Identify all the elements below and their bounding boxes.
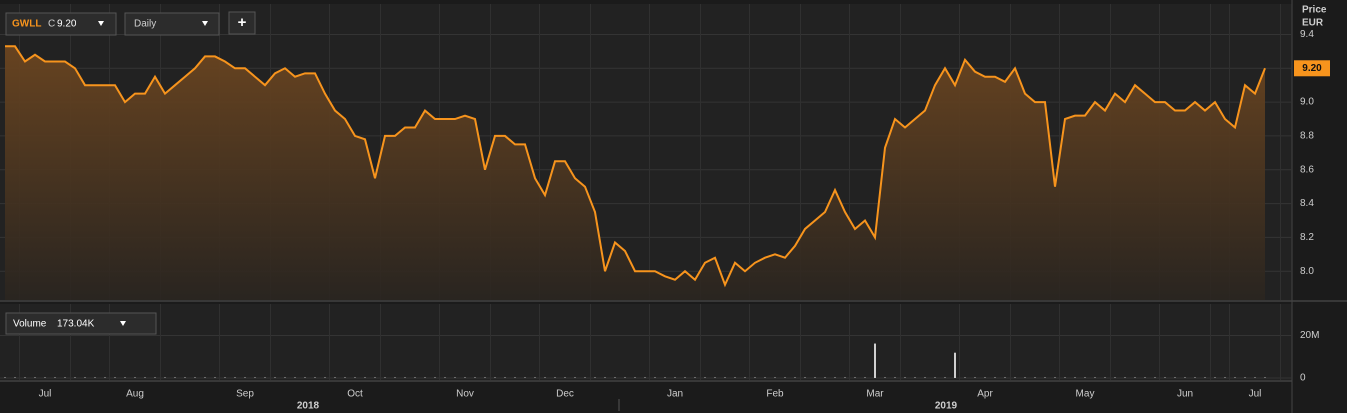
x-tick-label: Oct (347, 389, 363, 400)
x-tick-label: Jun (1177, 389, 1193, 400)
x-tick-label: Nov (456, 389, 474, 400)
y-tick-label: 8.8 (1300, 131, 1314, 142)
x-tick-label: May (1076, 389, 1095, 400)
x-tick-label: Aug (126, 389, 144, 400)
year-label: 2019 (935, 401, 958, 412)
close-prefix: C (48, 19, 55, 30)
volume-title: Volume (13, 319, 47, 330)
y-tick-label: 8.0 (1300, 266, 1314, 277)
x-tick-label: Mar (866, 389, 884, 400)
x-tick-label: Feb (766, 389, 784, 400)
x-tick-label: Jul (1249, 389, 1262, 400)
add-label: + (238, 14, 247, 31)
x-tick-label: Sep (236, 389, 254, 400)
y-tick-label: 20M (1300, 330, 1319, 341)
dropdown-arrow (120, 321, 126, 326)
y-tick-label: 8.2 (1300, 232, 1314, 243)
symbol: GWLL (12, 19, 41, 30)
interval-box[interactable] (124, 12, 220, 36)
last-price-tag (1294, 60, 1330, 77)
y-tick-label: 0 (1300, 373, 1306, 384)
close-value: 9.20 (57, 19, 77, 30)
y-tick-label: 9.0 (1300, 97, 1314, 108)
price-line (5, 45, 1266, 288)
volume-box[interactable] (5, 312, 157, 335)
x-tick-label: Jul (39, 389, 52, 400)
year-label: 2018 (297, 401, 320, 412)
marks (4, 45, 1266, 378)
x-tick-label: Apr (977, 389, 993, 400)
x-tick-label: Dec (556, 389, 574, 400)
x-tick-label: Jan (667, 389, 683, 400)
y-tick-label: 8.6 (1300, 164, 1314, 175)
last-price-label: 9.20 (1302, 63, 1322, 74)
volume-panel (0, 304, 1292, 380)
dropdown-arrow (98, 21, 104, 26)
y-tick-label: 8.4 (1300, 198, 1314, 209)
volume-bar (874, 343, 876, 378)
area (5, 46, 1265, 301)
dropdown-arrow (202, 21, 208, 26)
symbol-box[interactable] (5, 12, 117, 36)
y-axis-label: Price (1302, 5, 1327, 16)
volume-value: 173.04K (57, 319, 95, 330)
y-axis-unit: EUR (1302, 18, 1324, 29)
add-button[interactable] (228, 11, 256, 35)
interval: Daily (134, 19, 156, 30)
volume-bar (954, 352, 956, 378)
y-tick-label: 9.4 (1300, 29, 1314, 40)
